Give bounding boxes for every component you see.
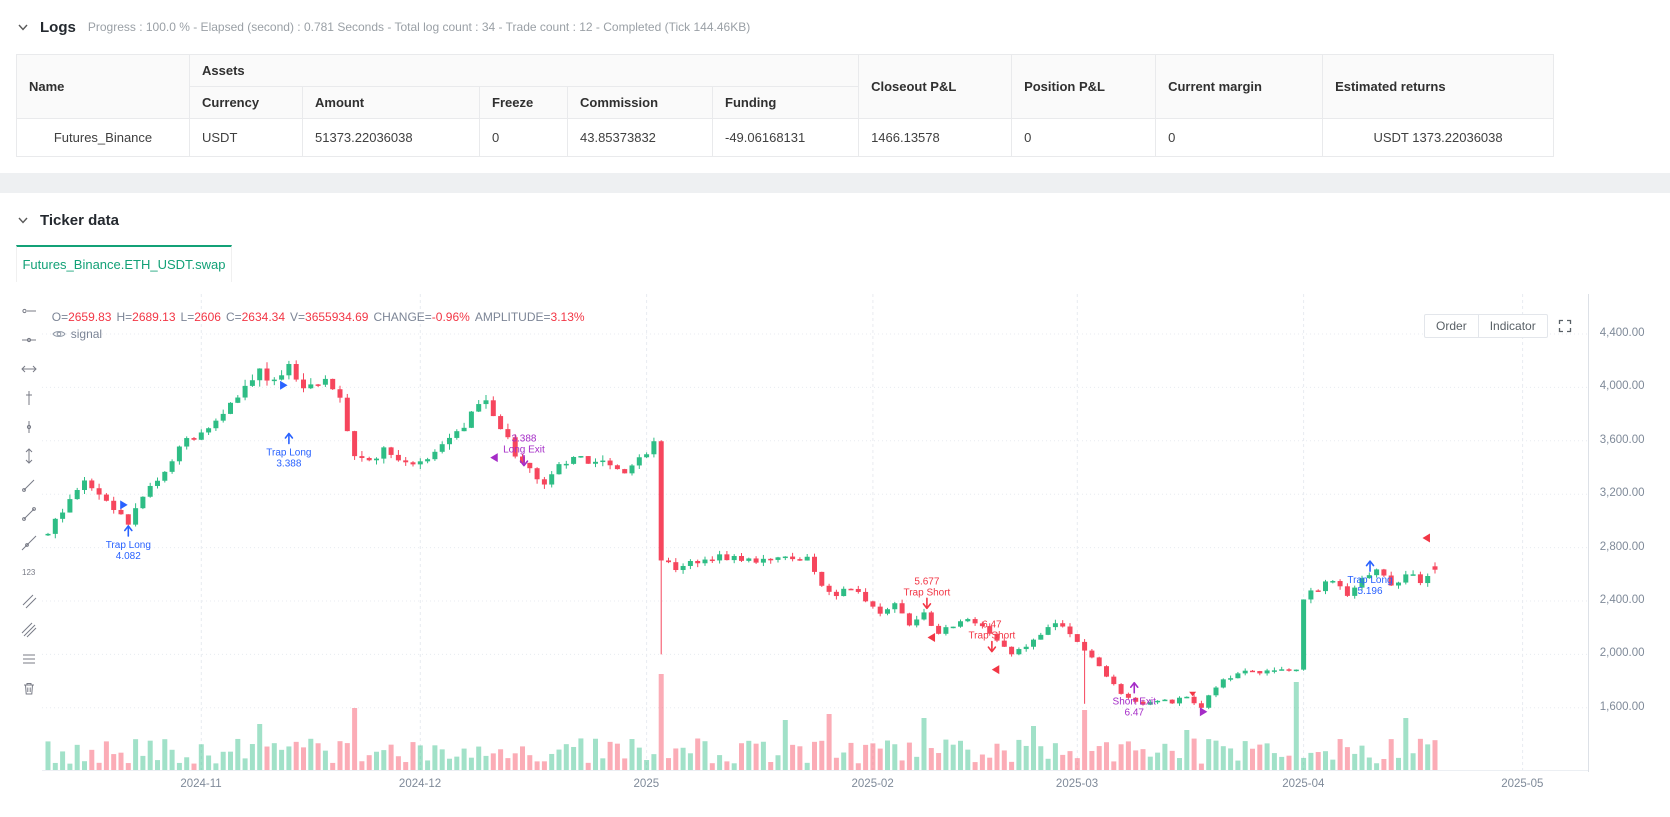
svg-text:Trap Short: Trap Short (968, 631, 1015, 642)
ticker-panel: Ticker data Futures_Binance.ETH_USDT.swa… (0, 193, 1670, 817)
col-header-commission: Commission (567, 86, 713, 119)
tab-futures-binance-eth-usdt-swap[interactable]: Futures_Binance.ETH_USDT.swap (16, 245, 232, 282)
tool-trend-line-icon[interactable] (20, 476, 38, 494)
assets-table: Name Assets Closeout P&L Position P&L Cu… (16, 54, 1555, 157)
svg-text:3.388: 3.388 (276, 458, 301, 469)
x-axis-tick: 2024-12 (398, 778, 442, 790)
svg-text:Trap Long: Trap Long (266, 447, 311, 458)
x-axis-tick: 2025-04 (1282, 778, 1325, 790)
chevron-down-icon[interactable] (16, 20, 30, 34)
tool-ray-icon[interactable] (20, 505, 38, 523)
col-header-amount: Amount (302, 86, 480, 119)
tool-horizontal-line-icon[interactable] (20, 331, 38, 349)
col-header-assets: Assets (188, 54, 860, 87)
cell-name: Futures_Binance (16, 118, 190, 157)
cell-estimated-returns: USDT 1373.22036038 (1322, 118, 1555, 157)
cell-current-margin: 0 (1155, 118, 1324, 157)
x-axis-tick: 2025-05 (1501, 778, 1544, 790)
svg-text:3.388: 3.388 (511, 434, 536, 445)
cell-position-pnl: 0 (1011, 118, 1157, 157)
svg-text:Short Exit: Short Exit (1112, 697, 1156, 708)
col-header-freeze: Freeze (479, 86, 568, 119)
cell-closeout-pnl: 1466.13578 (858, 118, 1013, 157)
y-axis-tick: 3,200.00 (1599, 487, 1645, 500)
cell-freeze: 0 (479, 118, 568, 157)
fullscreen-icon[interactable] (1554, 315, 1576, 337)
tool-horizontal-extend-icon[interactable] (20, 360, 38, 378)
svg-text:Trap Long: Trap Long (105, 540, 150, 551)
col-header-currency: Currency (189, 86, 303, 119)
col-header-closeout-pnl: Closeout P&L (858, 54, 1013, 119)
tool-price-note-icon[interactable]: 123 (20, 563, 38, 581)
chart-toolbar: 123 (16, 294, 42, 796)
plot-area[interactable]: Trap Long 4.082 Trap Long 3.388 3.388 Long Ex… (41, 294, 1588, 796)
y-axis-tick: 2,400.00 (1599, 594, 1645, 606)
svg-text:4.082: 4.082 (116, 551, 141, 562)
y-axis-tick: 4,000.00 (1599, 380, 1645, 393)
svg-text:6.47: 6.47 (982, 620, 1002, 631)
logs-summary: Progress : 100.0 % - Elapsed (second) : … (87, 20, 751, 34)
tool-horizontal-ray-icon[interactable] (20, 302, 38, 320)
tool-vertical-extend-icon[interactable] (20, 447, 38, 465)
x-axis: 2024-11 2024-12 2025 2025-02 2025-03 2025-04 2… (42, 772, 1588, 796)
tool-extended-line-icon[interactable] (20, 534, 38, 552)
tool-hatch-icon[interactable] (20, 621, 38, 639)
y-axis-tick: 4,400.00 (1599, 327, 1645, 339)
tool-parallel-channel-icon[interactable] (20, 592, 38, 610)
ticker-title: Ticker data (40, 211, 119, 229)
indicator-button[interactable]: Indicator (1477, 314, 1548, 338)
svg-text:Long Exit: Long Exit (503, 445, 545, 456)
col-header-position-pnl: Position P&L (1011, 54, 1157, 119)
svg-text:Trap Short: Trap Short (903, 587, 950, 598)
x-axis-tick: 2025 (633, 778, 660, 790)
tool-vertical-line-icon[interactable] (20, 389, 38, 407)
x-axis-tick: 2025-03 (1055, 778, 1099, 790)
logs-title: Logs (40, 18, 76, 36)
table-row: Futures_Binance USDT 51373.22036038 0 43… (16, 118, 1555, 157)
chart: 123 Trap Long 4.082 Trap Long 3.388 3.388 Lon… (16, 294, 1660, 796)
y-axis-tick: 3,600.00 (1599, 433, 1645, 446)
tool-delete-icon[interactable] (20, 679, 38, 697)
x-axis-tick: 2025-02 (851, 778, 894, 790)
col-header-funding: Funding (711, 86, 860, 119)
y-axis-tick: 1,600.00 (1599, 700, 1645, 713)
ticker-tabs: Futures_Binance.ETH_USDT.swap (16, 245, 1660, 282)
y-axis-tick: 2,800.00 (1599, 540, 1645, 553)
cell-currency: USDT (189, 118, 303, 157)
cell-amount: 51373.22036038 (302, 118, 480, 157)
svg-text:5.196: 5.196 (1357, 586, 1382, 597)
y-axis-tick: 2,000.00 (1599, 647, 1645, 660)
tool-cross-line-icon[interactable] (20, 418, 38, 436)
col-header-current-margin: Current margin (1155, 54, 1324, 119)
y-axis: 4,400.00 4,000.00 3,600.00 3,200.00 2,800.00… (1587, 294, 1660, 772)
col-header-name: Name (16, 54, 190, 119)
logs-panel: Logs Progress : 100.0 % - Elapsed (secon… (0, 0, 1670, 173)
order-button[interactable]: Order (1424, 314, 1479, 338)
col-header-estimated-returns: Estimated returns (1322, 54, 1555, 119)
svg-text:123: 123 (22, 568, 36, 577)
x-axis-tick: 2024-11 (180, 778, 222, 790)
tool-align-lines-icon[interactable] (20, 650, 38, 668)
svg-text:5.677: 5.677 (914, 576, 939, 587)
ticker-header: Ticker data (16, 207, 1660, 233)
svg-text:Trap Long: Trap Long (1347, 575, 1392, 586)
chart-buttons: Order Indicator (1424, 314, 1576, 338)
chevron-down-icon[interactable] (16, 213, 30, 227)
svg-text:6.47: 6.47 (1124, 708, 1144, 719)
cell-commission: 43.85373832 (567, 118, 713, 157)
logs-header: Logs Progress : 100.0 % - Elapsed (secon… (16, 14, 1654, 40)
cell-funding: -49.06168131 (711, 118, 860, 157)
